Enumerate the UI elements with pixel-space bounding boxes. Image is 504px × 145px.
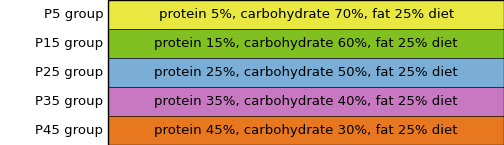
Text: P25 group: P25 group bbox=[35, 66, 103, 79]
Bar bbox=[0, 87, 108, 116]
Text: protein 15%, carbohydrate 60%, fat 25% diet: protein 15%, carbohydrate 60%, fat 25% d… bbox=[154, 37, 458, 50]
Bar bbox=[108, 29, 504, 58]
Text: P15 group: P15 group bbox=[35, 37, 103, 50]
Text: P5 group: P5 group bbox=[44, 8, 103, 21]
Text: protein 25%, carbohydrate 50%, fat 25% diet: protein 25%, carbohydrate 50%, fat 25% d… bbox=[154, 66, 458, 79]
Bar bbox=[108, 0, 504, 145]
Text: protein 5%, carbohydrate 70%, fat 25% diet: protein 5%, carbohydrate 70%, fat 25% di… bbox=[159, 8, 454, 21]
Text: protein 45%, carbohydrate 30%, fat 25% diet: protein 45%, carbohydrate 30%, fat 25% d… bbox=[154, 124, 458, 137]
Bar bbox=[0, 58, 108, 87]
Text: P45 group: P45 group bbox=[35, 124, 103, 137]
Bar bbox=[108, 0, 504, 29]
Bar bbox=[0, 116, 108, 145]
Bar bbox=[108, 116, 504, 145]
Bar bbox=[0, 29, 108, 58]
Text: P35 group: P35 group bbox=[35, 95, 103, 108]
Bar bbox=[108, 58, 504, 87]
Text: protein 35%, carbohydrate 40%, fat 25% diet: protein 35%, carbohydrate 40%, fat 25% d… bbox=[154, 95, 458, 108]
Bar bbox=[0, 0, 108, 29]
Bar bbox=[108, 87, 504, 116]
